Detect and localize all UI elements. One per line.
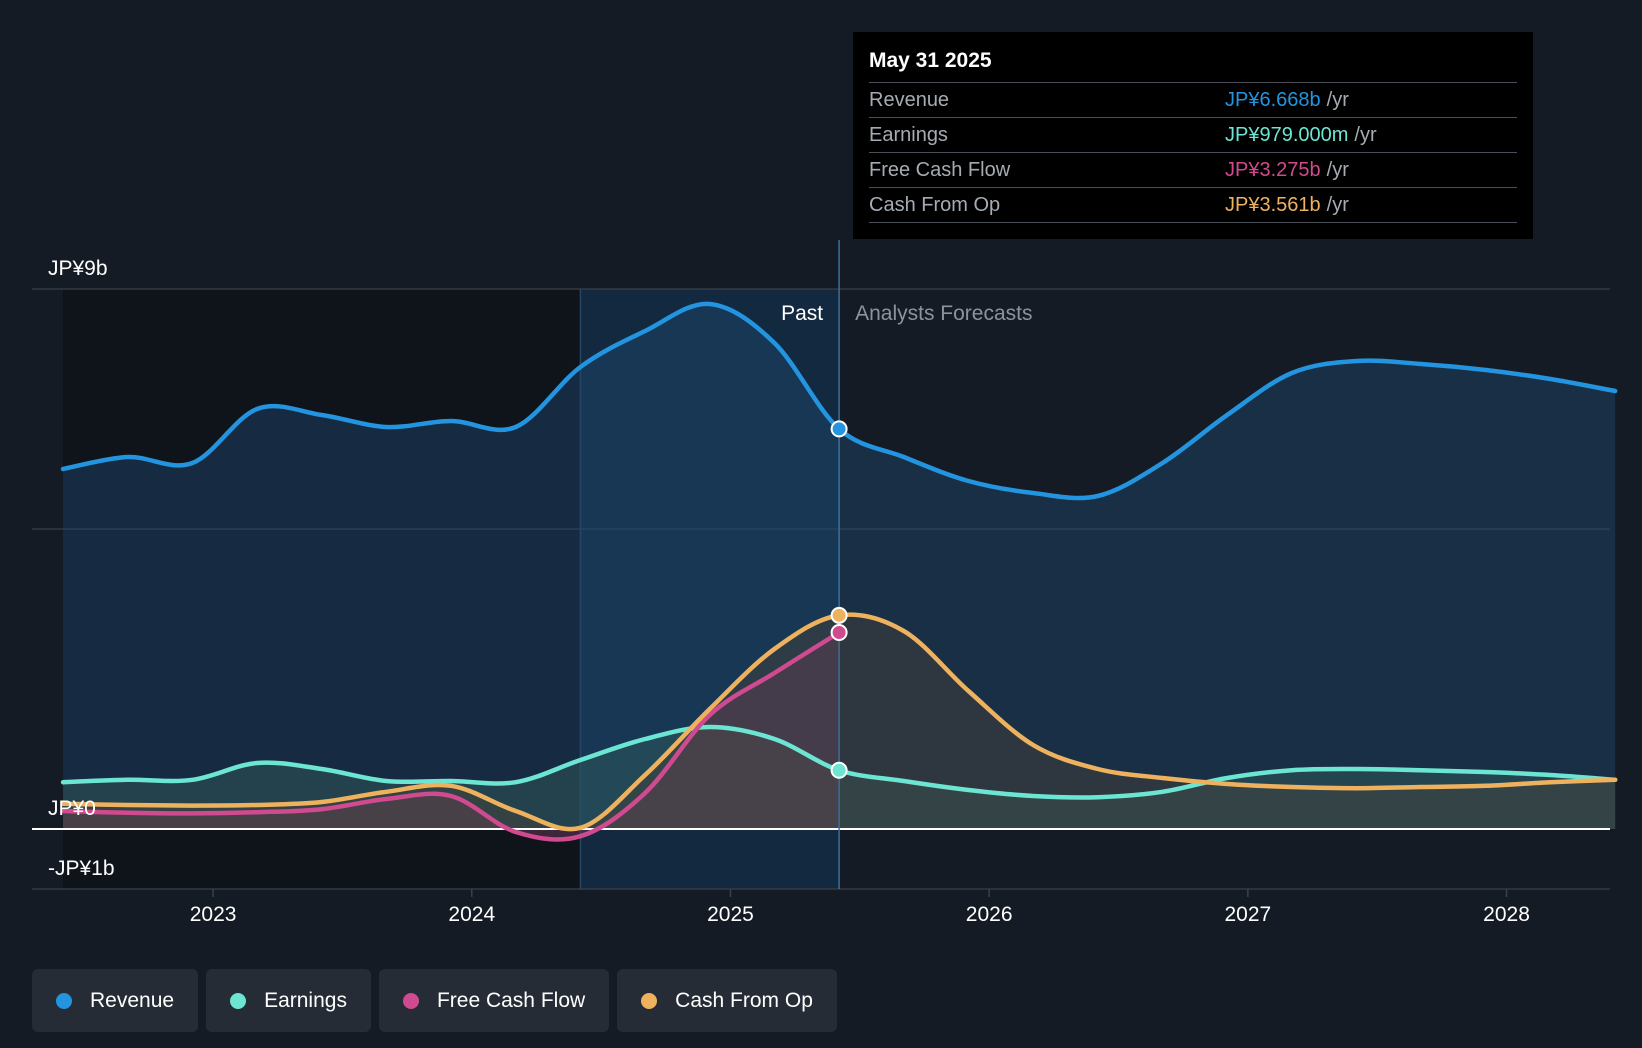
fcf-marker[interactable] <box>830 624 848 641</box>
tooltip-row-fcf: Free Cash Flow JP¥3.275b /yr <box>869 152 1517 187</box>
legend-label: Revenue <box>90 988 175 1012</box>
legend-label: Earnings <box>264 988 347 1012</box>
legend-item-fcf[interactable]: Free Cash Flow <box>378 969 610 1032</box>
tooltip-value: JP¥6.668b <box>1225 89 1321 111</box>
y-tick-label: JP¥9b <box>48 257 108 280</box>
revenue-dot-icon <box>56 992 72 1009</box>
legend-item-revenue[interactable]: Revenue <box>32 969 199 1032</box>
tooltip-value: JP¥3.561b <box>1225 194 1321 216</box>
tooltip-unit: /yr <box>1354 124 1377 146</box>
legend-label: Cash From Op <box>675 988 813 1012</box>
tooltip-unit: /yr <box>1326 159 1349 181</box>
tooltip-row-revenue: Revenue JP¥6.668b /yr <box>869 82 1517 117</box>
forecast-label: Analysts Forecasts <box>855 302 1032 325</box>
x-tick-label: 2028 <box>1483 903 1530 926</box>
revenue-marker[interactable] <box>830 420 848 438</box>
x-tick-label: 2025 <box>707 903 754 926</box>
x-tick-label: 2024 <box>448 903 495 926</box>
x-tick-label: 2027 <box>1224 903 1271 926</box>
tooltip-label: Cash From Op <box>869 194 1001 216</box>
tooltip-label: Revenue <box>869 89 950 111</box>
tooltip-row-cfo: Cash From Op JP¥3.561b /yr <box>869 187 1517 223</box>
tooltip-value: JP¥3.275b <box>1225 159 1321 181</box>
y-tick-label: -JP¥1b <box>48 857 115 880</box>
x-tick-label: 2026 <box>966 903 1013 926</box>
tooltip-unit: /yr <box>1326 194 1349 216</box>
tooltip: May 31 2025 Revenue JP¥6.668b /yr Earnin… <box>853 32 1533 239</box>
earnings-marker[interactable] <box>830 761 848 779</box>
x-axis-labels: 2023 2024 2025 2026 2027 2028 <box>190 889 1530 926</box>
tooltip-unit: /yr <box>1326 89 1349 111</box>
series-markers <box>830 420 848 779</box>
legend-item-earnings[interactable]: Earnings <box>206 969 371 1032</box>
x-tick-label: 2023 <box>190 903 237 926</box>
tooltip-date: May 31 2025 <box>869 49 992 72</box>
tooltip-label: Earnings <box>869 124 948 146</box>
legend-label: Free Cash Flow <box>436 988 586 1012</box>
past-label: Past <box>781 302 823 325</box>
y-tick-label: JP¥0 <box>48 797 96 820</box>
fcf-dot-icon <box>402 992 419 1009</box>
tooltip-row-earnings: Earnings JP¥979.000m /yr <box>869 117 1517 152</box>
gridlines <box>32 288 1610 890</box>
tooltip-label: Free Cash Flow <box>869 159 1011 181</box>
legend-item-cfo[interactable]: Cash From Op <box>617 969 837 1032</box>
cfo-marker[interactable] <box>830 606 848 624</box>
legend: Revenue Earnings Free Cash Flow Cash Fro… <box>32 969 837 1032</box>
y-axis-labels: JP¥9b JP¥0 -JP¥1b <box>48 257 115 880</box>
earnings-dot-icon <box>230 992 247 1009</box>
fcf-line <box>60 630 842 842</box>
cfo-dot-icon <box>641 992 658 1009</box>
tooltip-value: JP¥979.000m <box>1225 124 1349 146</box>
